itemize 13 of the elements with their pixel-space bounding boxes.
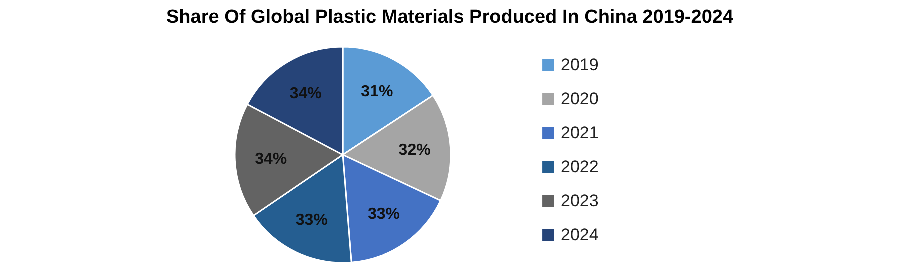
data-label: 31% (361, 84, 394, 101)
data-label: 34% (290, 85, 322, 102)
chart-title: Share Of Global Plastic Materials Produced In China 2019-2024 (166, 7, 734, 28)
legend-label: 2022 (561, 158, 599, 176)
legend-label: 2019 (561, 56, 599, 74)
legend-label: 2023 (561, 192, 599, 210)
data-label: 34% (255, 151, 288, 168)
legend-label: 2020 (561, 90, 599, 108)
data-label: 33% (296, 212, 328, 229)
legend-label: 2021 (561, 124, 599, 142)
data-label: 32% (398, 142, 431, 159)
data-label: 33% (368, 206, 400, 224)
legend-label: 2024 (561, 226, 599, 244)
